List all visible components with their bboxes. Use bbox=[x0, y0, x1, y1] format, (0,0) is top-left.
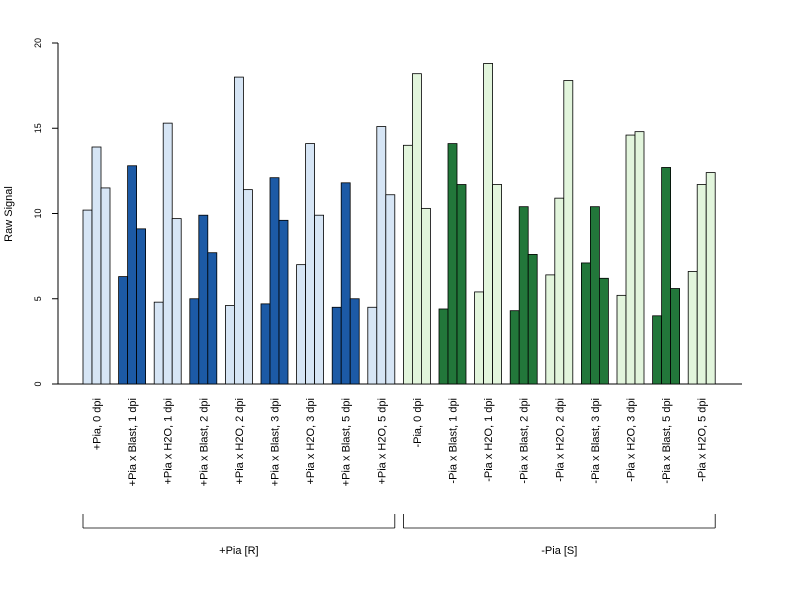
bar bbox=[411, 73, 422, 385]
bar bbox=[554, 197, 565, 385]
bar bbox=[367, 306, 378, 385]
category-label: +Pia x Blast, 5 dpi bbox=[341, 398, 353, 486]
y-ticks: 0 5 10 15 20 bbox=[33, 38, 58, 387]
category-label: +Pia x H2O, 3 dpi bbox=[305, 398, 317, 485]
bar bbox=[189, 298, 200, 385]
bar bbox=[474, 291, 485, 385]
bar bbox=[136, 228, 147, 385]
category-label: -Pia x Blast, 3 dpi bbox=[590, 398, 602, 484]
category-label: -Pia x H2O, 5 dpi bbox=[697, 398, 709, 482]
bar bbox=[296, 264, 307, 385]
bar bbox=[625, 134, 636, 385]
bar bbox=[661, 167, 671, 385]
bar bbox=[331, 306, 342, 385]
bar bbox=[616, 294, 627, 385]
bar bbox=[456, 184, 467, 385]
bar bbox=[207, 252, 218, 385]
category-label: +Pia x Blast, 2 dpi bbox=[198, 398, 210, 486]
category-labels: +Pia, 0 dpi +Pia x Blast, 1 dpi +Pia x H2O… bbox=[92, 398, 709, 486]
bar bbox=[687, 271, 698, 385]
bar bbox=[340, 182, 351, 385]
bar bbox=[198, 214, 209, 385]
bar bbox=[314, 214, 325, 385]
bar bbox=[438, 308, 449, 385]
bar bbox=[224, 305, 235, 385]
bar bbox=[447, 143, 458, 385]
y-tick-label: 15 bbox=[33, 123, 43, 133]
bar bbox=[305, 143, 316, 385]
bars bbox=[82, 63, 716, 385]
category-label: -Pia x Blast, 2 dpi bbox=[519, 398, 531, 484]
bar bbox=[670, 288, 680, 385]
bar bbox=[599, 277, 609, 385]
category-label: -Pia, 0 dpi bbox=[412, 398, 424, 448]
category-label: -Pia x Blast, 5 dpi bbox=[661, 398, 673, 484]
y-tick-label: 20 bbox=[33, 38, 43, 48]
group-label: +Pia [R] bbox=[219, 545, 258, 557]
category-label: -Pia x Blast, 1 dpi bbox=[448, 398, 460, 484]
bar bbox=[171, 218, 182, 385]
bar bbox=[82, 209, 93, 385]
bar bbox=[518, 206, 529, 385]
bar bbox=[269, 177, 280, 385]
bar bbox=[91, 146, 102, 385]
bar bbox=[242, 189, 253, 385]
group-brackets: +Pia [R] -Pia [S] bbox=[82, 514, 716, 557]
bar bbox=[402, 144, 413, 385]
category-label: +Pia x H2O, 2 dpi bbox=[234, 398, 246, 485]
y-axis-title: Raw Signal bbox=[3, 186, 15, 242]
y-tick-label: 10 bbox=[33, 208, 43, 218]
y-tick-label: 0 bbox=[33, 381, 43, 386]
bar bbox=[162, 122, 173, 385]
category-label: +Pia x H2O, 1 dpi bbox=[163, 398, 175, 485]
bar bbox=[349, 298, 360, 385]
bar bbox=[118, 276, 128, 385]
category-label: -Pia x H2O, 3 dpi bbox=[626, 398, 638, 482]
bar bbox=[696, 184, 707, 385]
bar bbox=[563, 80, 574, 385]
category-label: -Pia x H2O, 1 dpi bbox=[483, 398, 495, 482]
bar bbox=[153, 301, 164, 385]
bar bbox=[527, 254, 538, 385]
group-label: -Pia [S] bbox=[541, 545, 577, 557]
y-axis: 0 5 10 15 20 Raw Signal bbox=[3, 38, 59, 387]
category-label: +Pia, 0 dpi bbox=[92, 398, 104, 450]
bar bbox=[233, 76, 244, 385]
y-tick-label: 5 bbox=[33, 296, 43, 301]
bar bbox=[705, 172, 716, 385]
bar bbox=[652, 315, 662, 385]
bar bbox=[100, 187, 111, 385]
category-label: -Pia x H2O, 2 dpi bbox=[554, 398, 566, 482]
bar bbox=[545, 274, 556, 385]
bar bbox=[590, 206, 600, 385]
bar bbox=[278, 219, 289, 385]
category-label: +Pia x Blast, 1 dpi bbox=[127, 398, 139, 486]
bar bbox=[376, 126, 387, 385]
bar bbox=[483, 63, 494, 385]
bar bbox=[127, 165, 137, 385]
bar bbox=[634, 131, 645, 385]
category-label: +Pia x Blast, 3 dpi bbox=[270, 398, 282, 486]
bar bbox=[509, 310, 520, 385]
category-label: +Pia x H2O, 5 dpi bbox=[376, 398, 388, 485]
bar bbox=[420, 207, 431, 385]
bar bbox=[260, 303, 271, 385]
bar bbox=[492, 184, 503, 385]
bar bbox=[385, 194, 396, 385]
bar bbox=[581, 262, 591, 385]
